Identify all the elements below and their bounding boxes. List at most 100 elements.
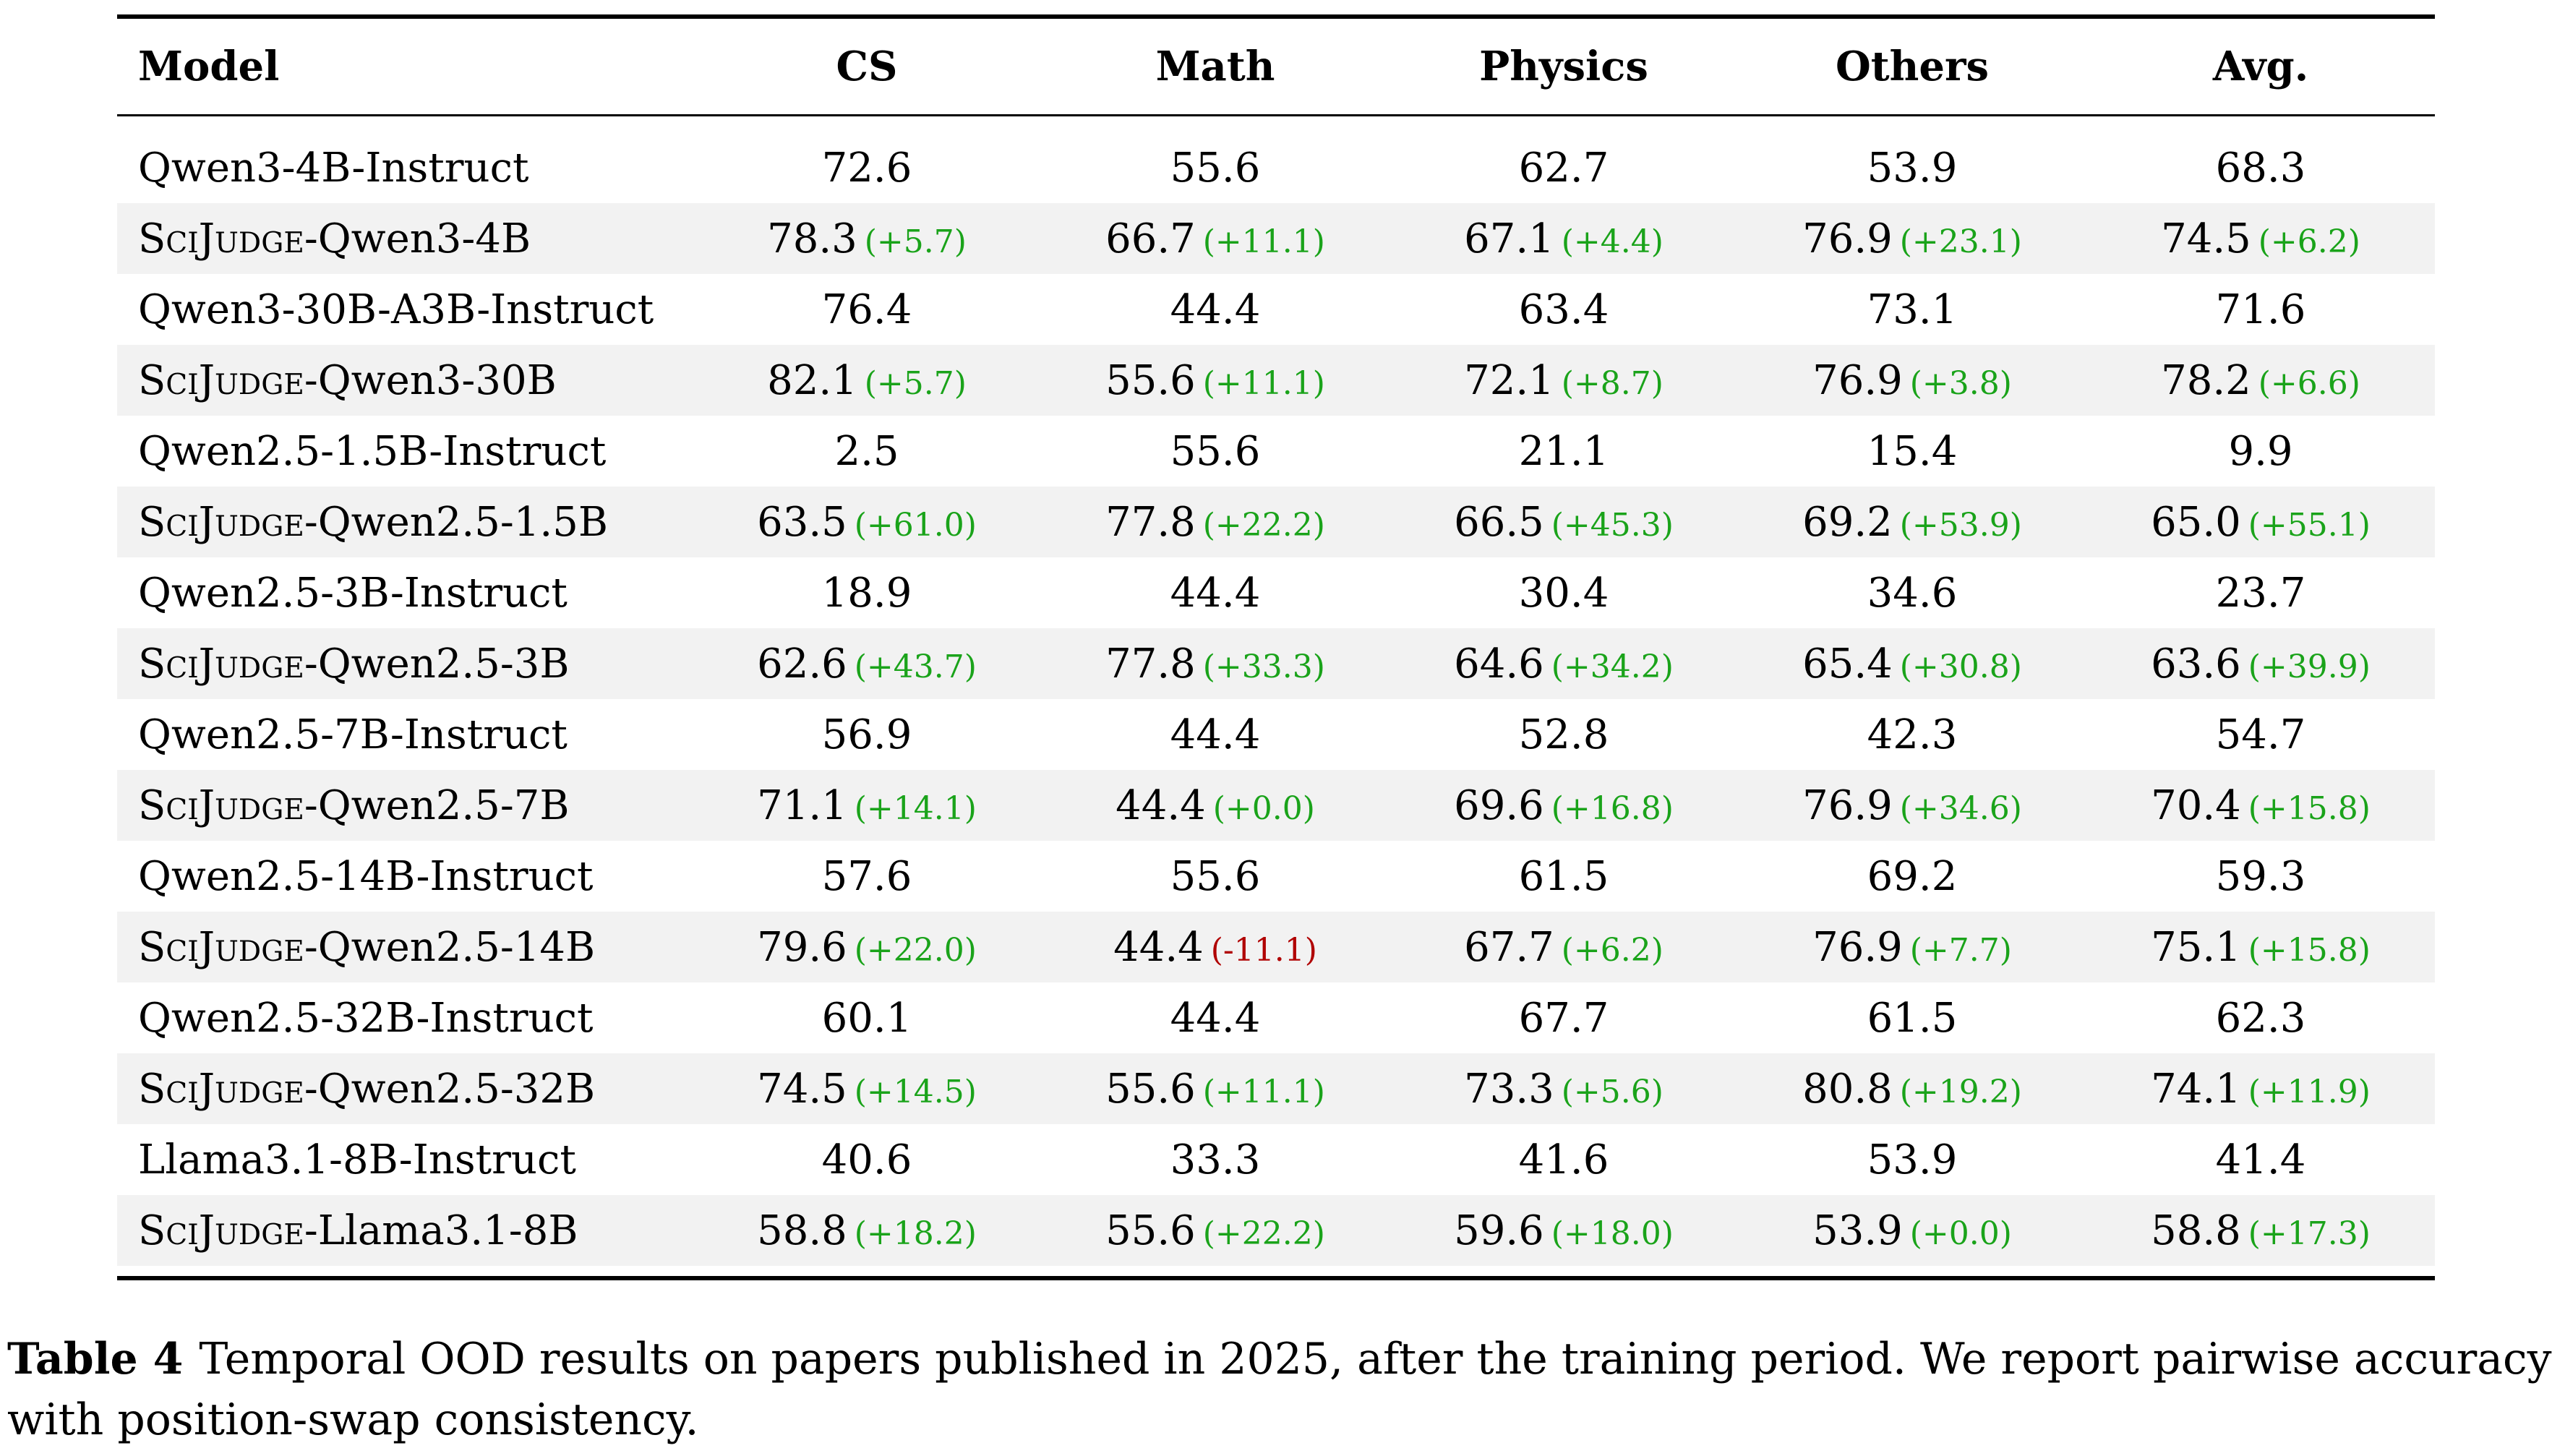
score: 80.8 [1802,1065,1893,1113]
score: 44.4 [1170,569,1261,617]
score: 72.6 [821,144,912,192]
score-delta: (+14.1) [854,789,977,827]
score-delta: (+15.8) [2248,931,2371,969]
cell-avg: 58.8 (+17.3) [2086,1207,2435,1254]
cell-math: 55.6 [1041,853,1390,900]
score-delta: (+53.9) [1899,506,2022,544]
model-label: -Llama3.1-8B [304,1207,578,1254]
caption-text-line1: Temporal OOD results on papers published… [199,1334,2552,1384]
table-row: Qwen2.5-7B-Instruct 56.9 44.4 52.8 42.3 54.7 [117,699,2435,770]
score-delta: (+0.0) [1909,1215,2012,1252]
score: 66.5 [1454,498,1544,546]
model-label: -Qwen2.5-32B [304,1065,596,1113]
score-delta: (+11.1) [1202,223,1325,260]
score-delta: (+11.1) [1202,364,1325,402]
table-row: Llama3.1-8B-Instruct 40.6 33.3 41.6 53.9 41.4 [117,1124,2435,1195]
model-name: SciJudge-Qwen3-4B [117,215,693,262]
model-brand: SciJudge [138,923,304,971]
score-delta: (+22.2) [1202,506,1325,544]
model-brand: SciJudge [138,1207,304,1254]
score-delta: (+23.1) [1899,223,2022,260]
score: 34.6 [1867,569,1958,617]
score: 76.4 [821,286,912,333]
cell-avg: 78.2 (+6.6) [2086,357,2435,404]
score: 30.4 [1518,569,1609,617]
model-brand: SciJudge [138,356,304,404]
cell-others: 15.4 [1738,428,2086,475]
cell-avg: 23.7 [2086,570,2435,617]
score: 60.1 [821,994,912,1042]
score: 69.6 [1454,781,1544,829]
score: 55.6 [1105,356,1196,404]
cell-physics: 72.1 (+8.7) [1390,357,1738,404]
score-delta: (+8.7) [1561,364,1663,402]
score: 59.6 [1454,1207,1544,1254]
cell-avg: 75.1 (+15.8) [2086,924,2435,971]
table-row: Qwen2.5-1.5B-Instruct 2.5 55.6 21.1 15.4 9.9 [117,416,2435,487]
score: 74.1 [2151,1065,2241,1113]
cell-others: 80.8 (+19.2) [1738,1066,2086,1113]
score: 54.7 [2215,711,2306,758]
table-row: SciJudge-Qwen2.5-7B 71.1 (+14.1) 44.4 (+0.0)… [117,770,2435,841]
score: 44.4 [1113,923,1204,971]
model-brand: SciJudge [138,1065,304,1113]
score-delta: (+5.7) [864,223,967,260]
score: 2.5 [834,427,899,475]
score: 63.6 [2151,640,2241,688]
table-row: SciJudge-Llama3.1-8B 58.8 (+18.2) 55.6 (+22.… [117,1195,2435,1266]
score-delta: (+34.2) [1551,648,1674,685]
score-delta: (+15.8) [2248,789,2371,827]
score-delta: (+5.6) [1561,1073,1663,1110]
cell-others: 53.9 [1738,145,2086,192]
cell-math: 44.4 [1041,286,1390,333]
score-delta: (+14.5) [854,1073,977,1110]
cell-math: 44.4 [1041,995,1390,1042]
score: 74.5 [757,1065,847,1113]
header-physics: Physics [1479,43,1648,90]
cell-cs: 18.9 [693,570,1041,617]
score: 73.3 [1464,1065,1554,1113]
score: 78.2 [2161,356,2251,404]
table-row: SciJudge-Qwen2.5-1.5B 63.5 (+61.0) 77.8 (+22… [117,487,2435,557]
score-delta: (+61.0) [854,506,977,544]
cell-physics: 67.7 [1390,995,1738,1042]
score: 76.9 [1812,923,1903,971]
score: 76.9 [1802,781,1893,829]
model-name: SciJudge-Qwen2.5-1.5B [117,499,693,546]
cell-others: 61.5 [1738,995,2086,1042]
cell-others: 76.9 (+34.6) [1738,782,2086,829]
cell-physics: 52.8 [1390,711,1738,758]
cell-avg: 41.4 [2086,1136,2435,1183]
cell-cs: 74.5 (+14.5) [693,1066,1041,1113]
cell-avg: 65.0 (+55.1) [2086,499,2435,546]
score: 63.4 [1518,286,1609,333]
cell-avg: 74.1 (+11.9) [2086,1066,2435,1113]
score-delta: (-11.1) [1210,931,1317,969]
header-cs: CS [836,43,898,90]
cell-avg: 74.5 (+6.2) [2086,215,2435,262]
cell-others: 76.9 (+3.8) [1738,357,2086,404]
model-brand: SciJudge [138,498,304,546]
table-row: SciJudge-Qwen2.5-14B 79.6 (+22.0) 44.4 (-11.… [117,912,2435,982]
cell-others: 65.4 (+30.8) [1738,641,2086,688]
cell-others: 34.6 [1738,570,2086,617]
score: 40.6 [821,1136,912,1183]
cell-cs: 60.1 [693,995,1041,1042]
cell-cs: 57.6 [693,853,1041,900]
model-name: Qwen3-30B-A3B-Instruct [117,286,693,333]
header-avg: Avg. [2212,43,2309,90]
score-delta: (+22.0) [854,931,977,969]
cell-avg: 71.6 [2086,286,2435,333]
cell-physics: 21.1 [1390,428,1738,475]
score: 62.7 [1518,144,1609,192]
cell-avg: 68.3 [2086,145,2435,192]
cell-physics: 64.6 (+34.2) [1390,641,1738,688]
score: 73.1 [1867,286,1958,333]
score: 62.3 [2215,994,2306,1042]
score: 64.6 [1454,640,1544,688]
table-row: Qwen2.5-14B-Instruct 57.6 55.6 61.5 69.2 59.3 [117,841,2435,912]
score: 59.3 [2215,852,2306,900]
model-label: Qwen3-4B-Instruct [138,144,529,192]
score-delta: (+34.6) [1899,789,2022,827]
cell-physics: 30.4 [1390,570,1738,617]
